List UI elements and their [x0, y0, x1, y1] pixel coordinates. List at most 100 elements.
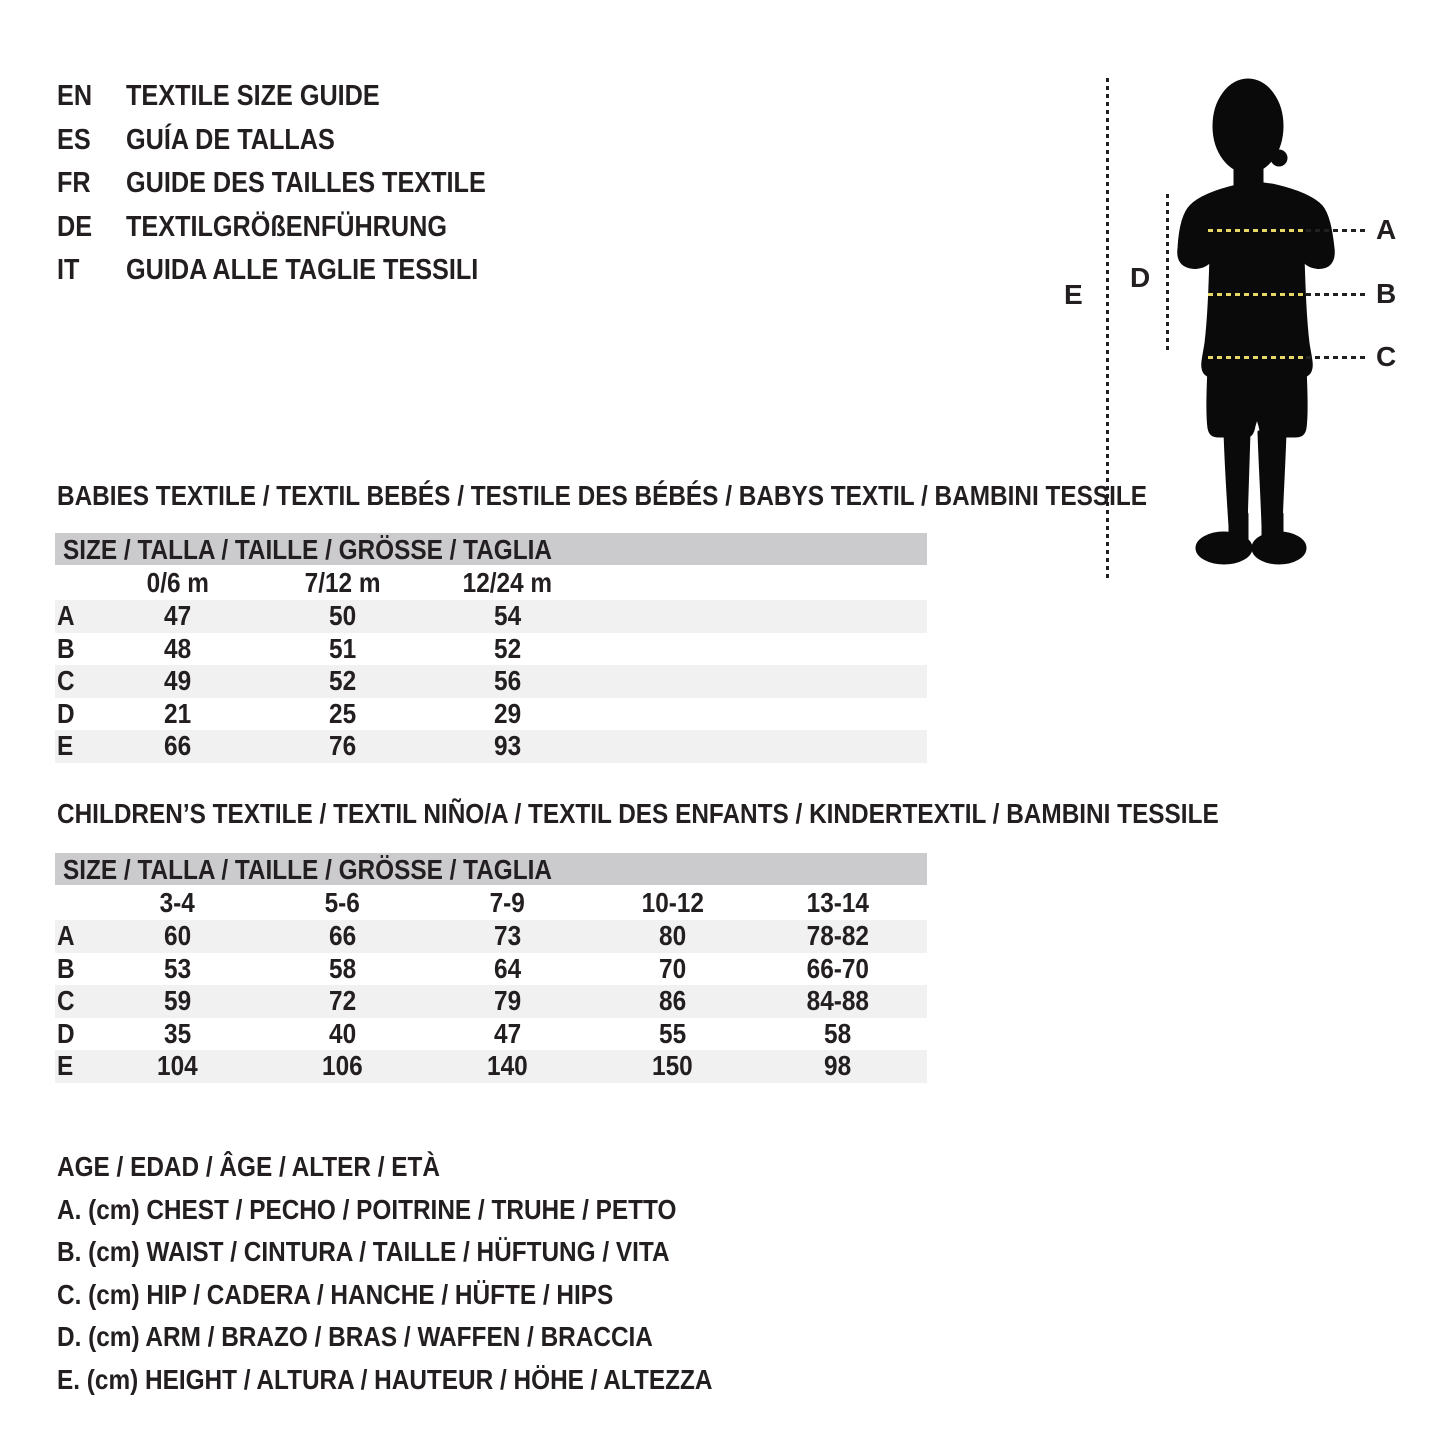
waist-measure-line-yellow [1208, 293, 1304, 296]
children-size-table: SIZE / TALLA / TAILLE / GRÖSSE / TAGLIA … [55, 853, 927, 1083]
babies-section-title-text: BABIES TEXTILE / TEXTIL BEBÉS / TESTILE … [57, 480, 1148, 511]
value-text: 52 [493, 632, 522, 664]
babies-size-table: SIZE / TALLA / TAILLE / GRÖSSE / TAGLIA … [55, 533, 927, 763]
value-text: 86 [658, 985, 687, 1017]
row-label-cell: A [55, 600, 95, 633]
value-text: 52 [328, 665, 357, 697]
value-text: 73 [493, 920, 522, 951]
table-row: B 48 51 52 [55, 633, 927, 666]
row-label-cell: E [55, 730, 95, 763]
children-size-header-text: SIZE / TALLA / TAILLE / GRÖSSE / TAGLIA [63, 854, 553, 885]
value-cell: 50 [260, 600, 425, 633]
value-cell: 40 [260, 1018, 425, 1051]
value-cell: 150 [590, 1050, 755, 1083]
value-cell: 104 [95, 1050, 260, 1083]
measure-label-d: D [1130, 262, 1151, 293]
row-label-text: B [57, 632, 75, 664]
row-label-text: C [57, 985, 75, 1017]
column-header-spacer [55, 885, 95, 921]
value-cell: 52 [425, 633, 590, 666]
silhouette-left-leg [1223, 430, 1251, 528]
legend-line-text: C. (cm) HIP / CADERA / HANCHE / HÜFTE / … [57, 1278, 614, 1310]
value-cell: 64 [425, 953, 590, 986]
value-text: 76 [328, 730, 357, 762]
value-text: 64 [493, 952, 522, 984]
value-cell: 54 [425, 600, 590, 633]
table-row: C 59 72 79 86 84-88 [55, 985, 927, 1018]
row-filler [590, 698, 927, 731]
row-label-cell: C [55, 665, 95, 698]
row-label-cell: A [55, 920, 95, 953]
value-cell: 86 [590, 985, 755, 1018]
value-text: 53 [163, 952, 192, 984]
row-label-cell: C [55, 985, 95, 1018]
children-column-header-row: 3-4 5-6 7-9 10-12 13-14 [55, 885, 927, 920]
row-filler [920, 985, 927, 1018]
measure-label-a: A [1376, 214, 1397, 245]
legend-line: AGE / EDAD / ÂGE / ALTER / ETÀ [57, 1146, 810, 1189]
height-measure-dotted-line [1106, 78, 1109, 580]
value-cell: 59 [95, 985, 260, 1018]
legend-line-text: D. (cm) ARM / BRAZO / BRAS / WAFFEN / BR… [57, 1321, 653, 1353]
row-filler [590, 730, 927, 763]
value-text: 78-82 [806, 920, 869, 951]
legend-line-text: B. (cm) WAIST / CINTURA / TAILLE / HÜFTU… [57, 1236, 670, 1268]
row-label-text: A [57, 920, 75, 951]
language-title-text: TEXTILGRÖßENFÜHRUNG [126, 210, 447, 243]
value-text: 29 [493, 697, 522, 729]
value-text: 66 [163, 730, 192, 762]
language-code-text: IT [57, 254, 80, 286]
table-row: D 35 40 47 55 58 [55, 1018, 927, 1051]
row-filler [590, 633, 927, 666]
measure-label-c: C [1376, 341, 1397, 372]
row-label-cell: B [55, 633, 95, 666]
silhouette-shorts [1206, 366, 1308, 438]
language-row: FR GUIDE DES TAILLES TEXTILE [57, 162, 540, 206]
value-cell: 25 [260, 698, 425, 731]
value-text: 58 [328, 952, 357, 984]
table-row: D 21 25 29 [55, 698, 927, 731]
value-text: 54 [493, 600, 522, 631]
row-label-text: C [57, 665, 75, 697]
language-code: FR [57, 162, 126, 206]
column-header-cell: 7-9 [425, 885, 590, 921]
language-code-text: ES [57, 123, 91, 156]
row-label-cell: D [55, 1018, 95, 1051]
column-header-spacer [55, 565, 95, 601]
row-label-text: B [57, 952, 75, 984]
row-label-text: D [57, 1017, 75, 1049]
row-filler [590, 600, 927, 633]
row-filler [920, 920, 927, 953]
value-text: 50 [328, 600, 357, 631]
value-cell: 78-82 [755, 920, 920, 953]
value-cell: 80 [590, 920, 755, 953]
value-text: 84-88 [806, 985, 869, 1017]
hip-measure-line-yellow [1208, 356, 1304, 359]
language-code: EN [57, 75, 126, 119]
value-cell: 29 [425, 698, 590, 731]
row-label-cell: E [55, 1050, 95, 1083]
value-cell: 66 [95, 730, 260, 763]
legend-line-text: A. (cm) CHEST / PECHO / POITRINE / TRUHE… [57, 1193, 677, 1225]
language-title-text: GUIDE DES TAILLES TEXTILE [126, 167, 486, 199]
value-text: 66-70 [806, 952, 869, 984]
legend-line: A. (cm) CHEST / PECHO / POITRINE / TRUHE… [57, 1189, 810, 1232]
value-cell: 51 [260, 633, 425, 666]
value-cell: 47 [95, 600, 260, 633]
value-cell: 58 [260, 953, 425, 986]
value-cell: 73 [425, 920, 590, 953]
value-cell: 76 [260, 730, 425, 763]
language-code-text: DE [57, 210, 93, 243]
children-section-title-text: CHILDREN’S TEXTILE / TEXTIL NIÑO/A / TEX… [57, 798, 1219, 829]
value-cell: 56 [425, 665, 590, 698]
row-label-text: E [57, 730, 74, 762]
row-label-cell: D [55, 698, 95, 731]
babies-column-header-row: 0/6 m 7/12 m 12/24 m [55, 565, 927, 600]
hip-measure-line-black [1306, 356, 1366, 359]
table-row: E 66 76 93 [55, 730, 927, 763]
silhouette-nose [1270, 149, 1288, 167]
value-cell: 98 [755, 1050, 920, 1083]
legend-line: E. (cm) HEIGHT / ALTURA / HAUTEUR / HÖHE… [57, 1359, 810, 1402]
children-size-header-bar: SIZE / TALLA / TAILLE / GRÖSSE / TAGLIA [55, 853, 927, 885]
table-row: A 47 50 54 [55, 600, 927, 633]
